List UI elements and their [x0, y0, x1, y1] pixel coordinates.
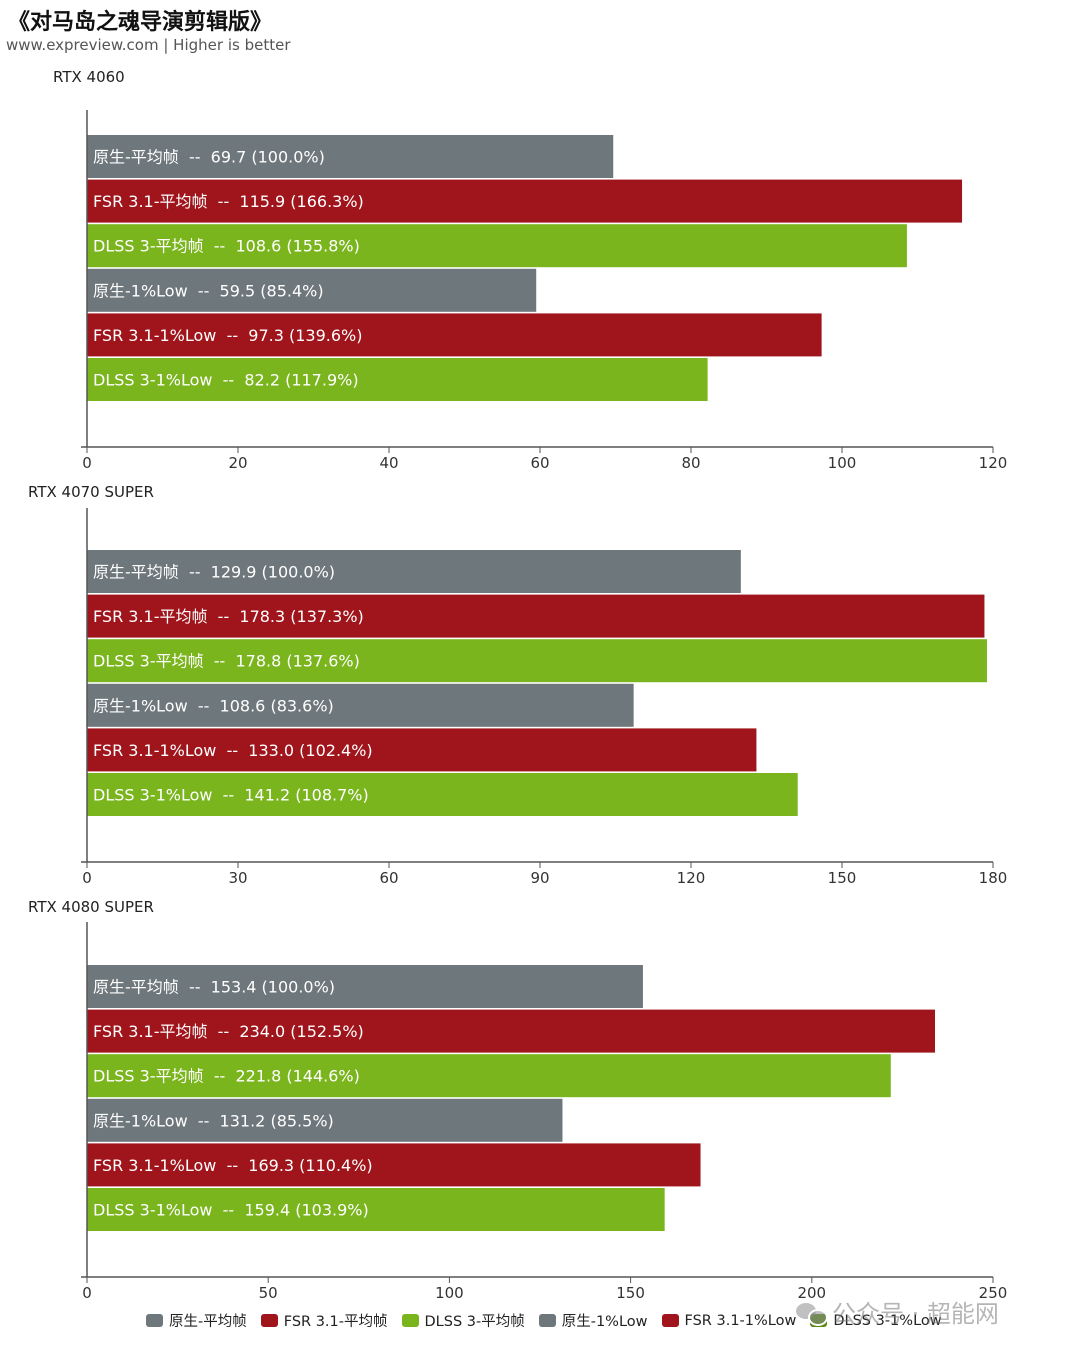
- x-tick-label: 150: [616, 1284, 645, 1302]
- legend-swatch: [146, 1314, 163, 1327]
- legend-label: 原生-1%Low: [561, 1314, 648, 1330]
- x-tick-label: 60: [530, 454, 549, 472]
- bar-label: FSR 3.1-平均帧 -- 115.9 (166.3%): [93, 192, 364, 211]
- legend-label: DLSS 3-1%Low: [833, 1312, 942, 1329]
- page-title: 《对马岛之魂导演剪辑版》: [8, 10, 273, 35]
- x-tick-label: 150: [828, 869, 857, 887]
- bar: [87, 773, 798, 816]
- bar: [87, 313, 822, 357]
- bar: [87, 268, 537, 312]
- legend-item[interactable]: 原生-平均帧: [146, 1310, 247, 1331]
- x-tick-label: 100: [435, 1284, 464, 1302]
- bar-label: DLSS 3-平均帧 -- 108.6 (155.8%): [93, 237, 360, 256]
- chart-title: RTX 4060: [53, 68, 125, 86]
- legend-swatch: [538, 1314, 556, 1327]
- legend: 原生-平均帧 FSR 3.1-平均帧 DLSS 3-平均帧 原生-1%Low F…: [146, 1310, 942, 1331]
- page-subtitle: www.expreview.com | Higher is better: [6, 36, 291, 54]
- bar-label: 原生-平均帧 -- 153.4 (100.0%): [93, 978, 335, 997]
- x-tick-label: 120: [979, 454, 1008, 472]
- bar-label: 原生-平均帧 -- 69.7 (100.0%): [93, 148, 325, 167]
- bar: [87, 965, 643, 1008]
- bar: [87, 1054, 891, 1098]
- bar-label: DLSS 3-平均帧 -- 221.8 (144.6%): [93, 1067, 360, 1086]
- x-tick-label: 0: [82, 869, 92, 887]
- legend-item[interactable]: 原生-1%Low: [538, 1310, 648, 1331]
- x-tick-label: 80: [681, 454, 700, 472]
- x-tick-label: 120: [677, 869, 706, 887]
- bar: [87, 135, 614, 178]
- bar: [87, 550, 741, 593]
- legend-swatch: [260, 1314, 278, 1327]
- x-tick-label: 90: [530, 869, 549, 887]
- bar: [87, 358, 708, 401]
- x-tick-label: 250: [979, 1284, 1008, 1302]
- bar-label: DLSS 3-1%Low -- 159.4 (103.9%): [93, 1201, 369, 1220]
- legend-swatch: [661, 1314, 679, 1327]
- bar-label: DLSS 3-1%Low -- 82.2 (117.9%): [93, 371, 359, 390]
- bar: [87, 224, 907, 268]
- legend-item[interactable]: FSR 3.1-平均帧: [260, 1310, 388, 1331]
- bar: [87, 1009, 936, 1053]
- x-tick-label: 40: [379, 454, 398, 472]
- bar-label: DLSS 3-平均帧 -- 178.8 (137.6%): [93, 652, 360, 671]
- chart-title: RTX 4070 SUPER: [28, 483, 154, 501]
- chart-panel: RTX 4070 SUPER 原生-平均帧 -- 129.9 (100.0%) FS…: [28, 483, 1007, 887]
- bar-label: 原生-1%Low -- 108.6 (83.6%): [93, 696, 334, 715]
- x-tick-label: 30: [228, 869, 247, 887]
- bar-label: DLSS 3-1%Low -- 141.2 (108.7%): [93, 786, 369, 805]
- legend-item[interactable]: FSR 3.1-1%Low: [661, 1310, 797, 1331]
- chart-title: RTX 4080 SUPER: [28, 898, 154, 916]
- bar: [87, 1143, 701, 1187]
- legend-label: FSR 3.1-1%Low: [684, 1312, 797, 1329]
- legend-label: DLSS 3-平均帧: [424, 1314, 525, 1330]
- chart-panel: RTX 4080 SUPER 原生-平均帧 -- 153.4 (100.0%) FS…: [28, 898, 1007, 1302]
- x-tick-label: 0: [82, 1284, 92, 1302]
- bar: [87, 1188, 665, 1231]
- x-tick-label: 20: [228, 454, 247, 472]
- bar: [87, 683, 634, 727]
- bar-label: FSR 3.1-1%Low -- 97.3 (139.6%): [93, 326, 362, 345]
- bar-label: 原生-平均帧 -- 129.9 (100.0%): [93, 563, 335, 582]
- x-tick-label: 60: [379, 869, 398, 887]
- bar: [87, 639, 987, 683]
- watermark: 公众号 · 超能网: [796, 1294, 999, 1329]
- wechat-icon: [796, 1301, 828, 1326]
- bar: [87, 728, 757, 772]
- chart-panel: RTX 4060 原生-平均帧 -- 69.7 (100.0%) FSR 3.1-平…: [53, 68, 1007, 472]
- x-tick-label: 200: [797, 1284, 826, 1302]
- bar-label: FSR 3.1-平均帧 -- 178.3 (137.3%): [93, 607, 364, 626]
- bar-label: FSR 3.1-1%Low -- 169.3 (110.4%): [93, 1156, 373, 1175]
- x-tick-label: 180: [979, 869, 1008, 887]
- bar: [87, 594, 985, 638]
- bar-label: 原生-1%Low -- 131.2 (85.5%): [93, 1111, 334, 1130]
- x-tick-label: 50: [259, 1284, 278, 1302]
- legend-label: 原生-平均帧: [169, 1314, 247, 1330]
- bar-label: FSR 3.1-平均帧 -- 234.0 (152.5%): [93, 1022, 364, 1041]
- x-tick-label: 100: [828, 454, 857, 472]
- watermark-text: 公众号 · 超能网: [832, 1300, 999, 1328]
- bar-label: 原生-1%Low -- 59.5 (85.4%): [93, 281, 324, 300]
- legend-label: FSR 3.1-平均帧: [283, 1314, 388, 1330]
- legend-swatch: [401, 1314, 419, 1327]
- bar: [87, 179, 963, 223]
- bar: [87, 1098, 563, 1142]
- bar-label: FSR 3.1-1%Low -- 133.0 (102.4%): [93, 741, 373, 760]
- x-tick-label: 0: [82, 454, 92, 472]
- legend-item[interactable]: DLSS 3-平均帧: [401, 1310, 525, 1331]
